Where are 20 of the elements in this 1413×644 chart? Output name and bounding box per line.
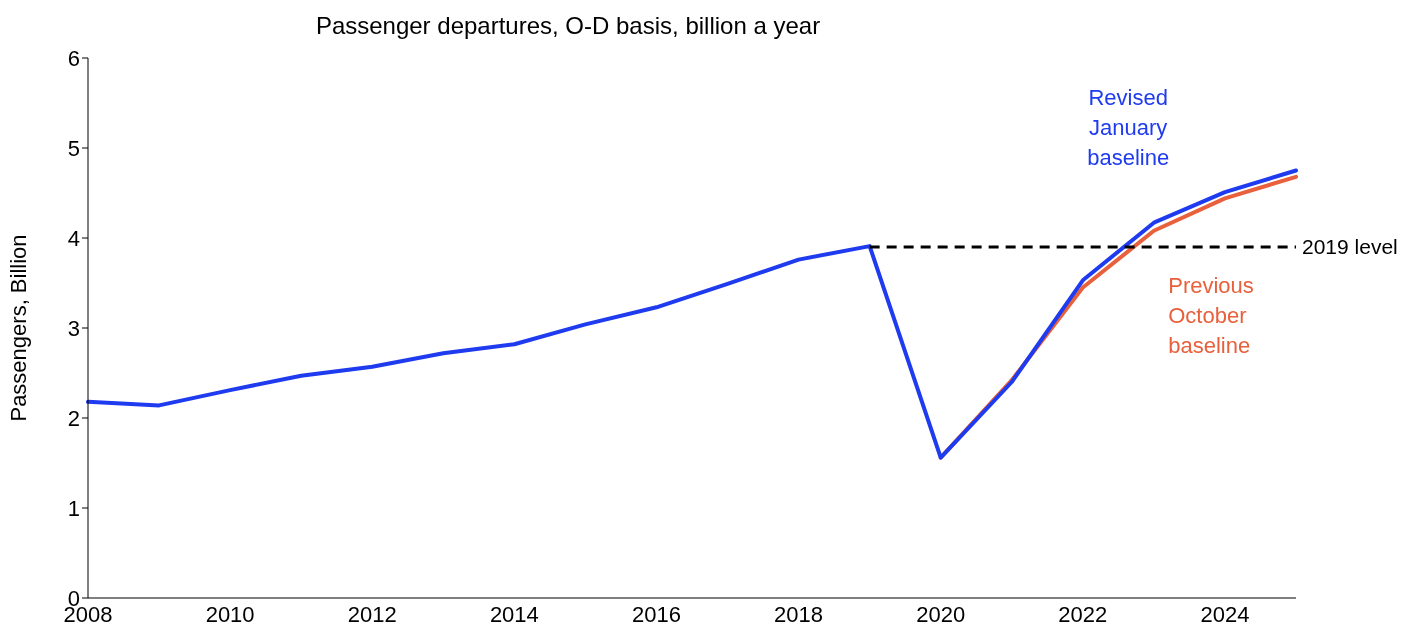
x-tick-label: 2010 — [205, 601, 255, 627]
y-tick-label: 2 — [67, 405, 80, 431]
x-tick-label: 2012 — [347, 601, 397, 627]
y-tick-label: 6 — [67, 45, 80, 71]
x-tick-label: 2024 — [1200, 601, 1250, 627]
line-series — [86, 168, 1298, 460]
y-tick-label: 5 — [67, 135, 80, 161]
x-tick-label: 2022 — [1058, 601, 1108, 627]
x-tick-label: 2014 — [489, 601, 539, 627]
y-tick-label: 1 — [67, 495, 80, 521]
series-label: Revised January baseline — [1086, 83, 1171, 172]
x-tick-label: 2018 — [774, 601, 824, 627]
y-axis-title: Passengers, Billion — [5, 234, 31, 422]
y-tick-label: 3 — [67, 315, 80, 341]
chart-title: Passenger departures, O-D basis, billion a year — [315, 12, 821, 39]
x-tick-label: 2016 — [631, 601, 681, 627]
text: 2019 level — [1302, 234, 1398, 260]
y-tick-label: 4 — [67, 225, 80, 251]
x-tick-label: 2020 — [916, 601, 966, 627]
series-label: Previous October baseline — [1168, 271, 1255, 360]
